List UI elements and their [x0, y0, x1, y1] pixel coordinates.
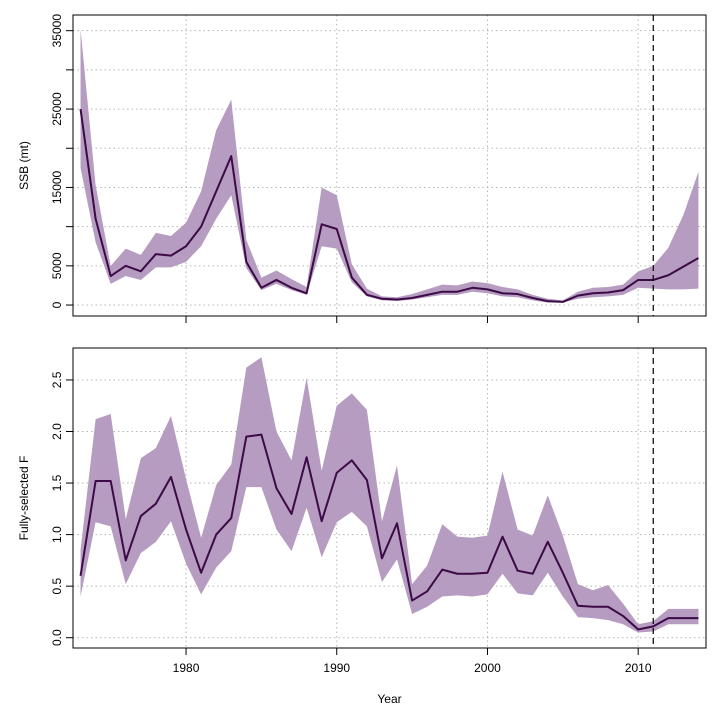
y-tick-label: 2.0	[50, 423, 64, 440]
f-y-axis-title: Fully-selected F	[17, 456, 31, 541]
f-y-axis: 0.0 0.5 1.0 1.5 2.0 2.5	[50, 371, 73, 646]
y-tick-label: 2.5	[50, 371, 64, 388]
y-tick-label: 0.0	[50, 629, 64, 646]
ssb-plot-frame	[72, 14, 707, 317]
f-estimate-line	[79, 433, 699, 631]
ssb-grid	[73, 15, 706, 316]
x-tick-label: 1980	[173, 661, 200, 675]
ssb-y-axis-title: SSB (mt)	[17, 141, 31, 190]
ssb-panel: 0 5000 15000 25000 35000 SSB (mt)	[17, 14, 707, 323]
ssb-x-axis	[185, 316, 639, 323]
ssb-y-axis: 0 5000 15000 25000 35000	[50, 14, 73, 308]
f-x-axis: 1980 1990 2000 2010	[173, 648, 652, 675]
y-tick-label: 1.0	[50, 526, 64, 543]
y-tick-label: 25000	[50, 92, 64, 126]
x-axis-title: Year	[377, 692, 401, 706]
x-tick-label: 2000	[474, 661, 501, 675]
y-tick-label: 0	[50, 301, 64, 308]
ssb-confidence-band	[80, 29, 699, 303]
y-tick-label: 35000	[50, 14, 64, 48]
ssb-estimate-line	[79, 108, 699, 303]
y-tick-label: 0.5	[50, 577, 64, 594]
x-tick-label: 1990	[323, 661, 350, 675]
f-plot-frame	[72, 347, 707, 649]
f-panel: 0.0 0.5 1.0 1.5 2.0 2.5 1980 1990 2000 2010 Full…	[17, 347, 707, 675]
f-confidence-band	[80, 357, 699, 633]
y-tick-label: 15000	[50, 170, 64, 204]
y-tick-label: 5000	[50, 252, 64, 279]
x-tick-label: 2010	[625, 661, 652, 675]
y-tick-label: 1.5	[50, 474, 64, 491]
